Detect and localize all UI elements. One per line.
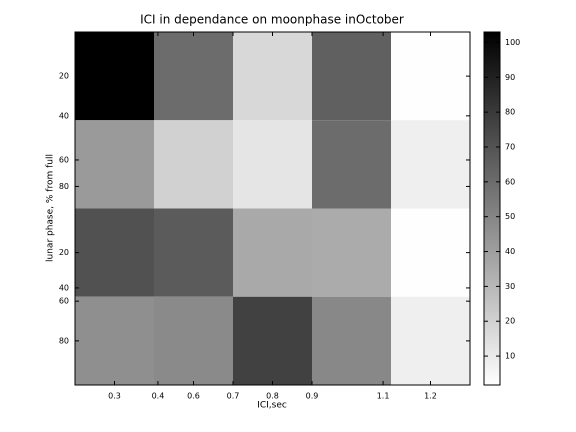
x-tick-label: 1.2 (424, 392, 437, 401)
y-tick-label: 60 (59, 155, 69, 164)
colorbar-tick-label: 80 (505, 108, 515, 117)
heatmap-cell (233, 32, 312, 121)
heatmap-cell (75, 296, 154, 385)
heatmap-cell (312, 120, 391, 209)
heatmap-cell (75, 32, 154, 121)
x-tick-label: 0.7 (227, 392, 240, 401)
heatmap-cell (233, 120, 312, 209)
heatmap-cell (391, 208, 470, 297)
y-tick-label: 40 (59, 111, 69, 120)
heatmap-cell (75, 208, 154, 297)
heatmap-cell (312, 296, 391, 385)
colorbar-tick-label: 60 (505, 177, 515, 186)
heatmap-cell (75, 120, 154, 209)
heatmap-cell (154, 208, 233, 297)
heatmap-cell (154, 120, 233, 209)
colorbar (483, 31, 501, 386)
colorbar-tick-label: 70 (505, 142, 515, 151)
x-tick-label: 0.3 (108, 392, 121, 401)
colorbar-tick-label: 20 (505, 317, 515, 326)
x-tick-label: 0.4 (152, 392, 165, 401)
colorbar-tick-label: 30 (505, 282, 515, 291)
y-tick-label: 80 (59, 182, 69, 191)
colorbar-tick-label: 10 (505, 352, 515, 361)
x-tick-label: 0.6 (187, 392, 200, 401)
heatmap-cell (312, 32, 391, 121)
heatmap-cell (312, 208, 391, 297)
y-tick-label: 20 (59, 248, 69, 257)
y-tick-label: 80 (59, 336, 69, 345)
x-axis-label: ICI,sec (257, 401, 287, 411)
chart-title: ICI in dependance on moonphase inOctober (140, 13, 404, 27)
x-tick-label: 0.8 (266, 392, 279, 401)
x-tick-label: 0.9 (306, 392, 319, 401)
heatmap-cell (154, 296, 233, 385)
y-tick-label: 60 (59, 297, 69, 306)
heatmap-cell (391, 120, 470, 209)
colorbar-tick-label: 50 (505, 212, 515, 221)
colorbar-tick-label: 100 (505, 38, 520, 47)
colorbar-tick-label: 90 (505, 73, 515, 82)
y-axis-label: lunar phase, % from full (46, 154, 56, 262)
heatmap-cell (391, 32, 470, 121)
y-tick-label: 20 (59, 72, 69, 81)
y-tick-label: 40 (59, 283, 69, 292)
heatmap-cell (154, 32, 233, 121)
heatmap-cell (233, 296, 312, 385)
colorbar-tick-label: 40 (505, 247, 515, 256)
heatmap-cell (233, 208, 312, 297)
heatmap-cell (391, 296, 470, 385)
x-tick-label: 1.1 (377, 392, 390, 401)
